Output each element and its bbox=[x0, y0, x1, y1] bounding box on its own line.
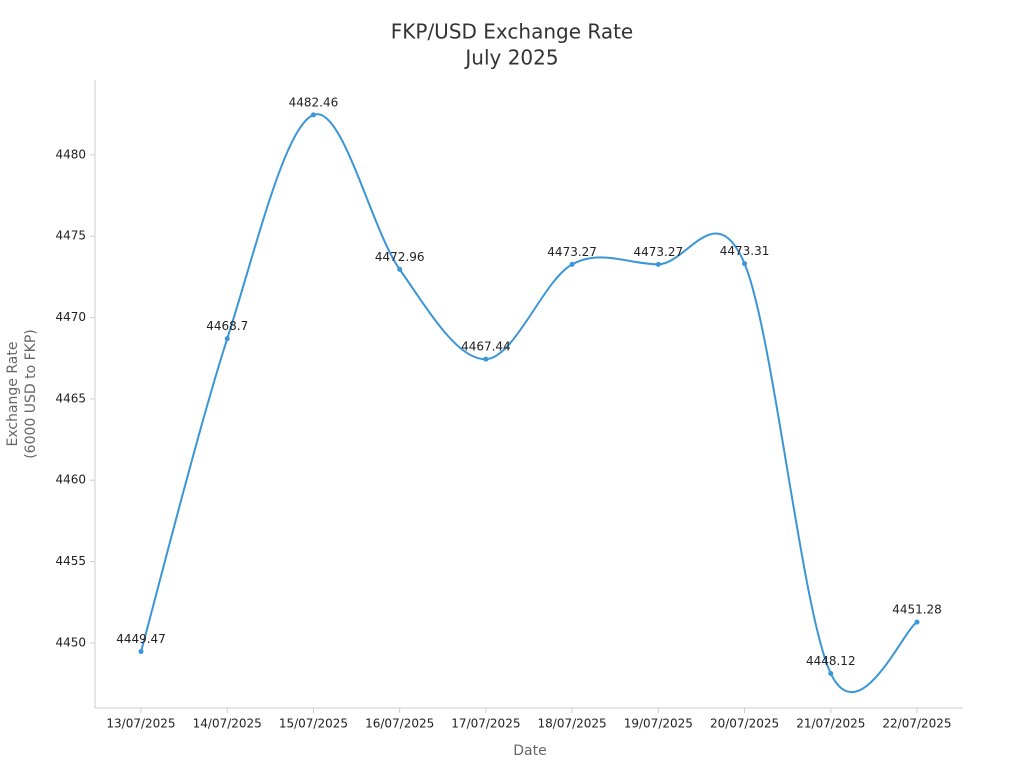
y-tick-label: 4480 bbox=[55, 147, 86, 161]
y-tick-label: 4475 bbox=[55, 229, 86, 243]
x-tick-label: 13/07/2025 bbox=[106, 717, 175, 731]
data-label: 4472.96 bbox=[375, 250, 425, 264]
data-label: 4473.31 bbox=[720, 244, 770, 258]
x-tick-label: 14/07/2025 bbox=[193, 717, 262, 731]
data-label: 4468.7 bbox=[206, 319, 248, 333]
x-tick-label: 15/07/2025 bbox=[279, 717, 348, 731]
x-tick-label: 18/07/2025 bbox=[538, 717, 607, 731]
x-tick-label: 21/07/2025 bbox=[796, 717, 865, 731]
y-tick-label: 4450 bbox=[55, 635, 86, 649]
data-label: 4482.46 bbox=[289, 95, 339, 109]
point bbox=[655, 261, 661, 267]
y-axis-label: Exchange Rate bbox=[5, 342, 21, 447]
x-tick-label: 16/07/2025 bbox=[365, 717, 434, 731]
point bbox=[483, 356, 489, 362]
data-label: 4449.47 bbox=[116, 632, 166, 646]
point bbox=[310, 112, 316, 118]
data-label: 4448.12 bbox=[806, 654, 856, 668]
data-label: 4467.44 bbox=[461, 340, 511, 354]
data-label: 4473.27 bbox=[547, 245, 597, 259]
point bbox=[569, 261, 575, 267]
chart-title: FKP/USD Exchange Rate bbox=[391, 20, 633, 44]
data-label: 4473.27 bbox=[634, 245, 684, 259]
x-tick-label: 22/07/2025 bbox=[882, 717, 951, 731]
data-label: 4451.28 bbox=[892, 603, 942, 617]
y-tick-label: 4470 bbox=[55, 310, 86, 324]
point bbox=[914, 619, 920, 625]
x-tick-label: 20/07/2025 bbox=[710, 717, 779, 731]
point bbox=[742, 261, 748, 267]
y-tick-label: 4460 bbox=[55, 473, 86, 487]
x-axis-label: Date bbox=[513, 743, 546, 759]
y-axis-label: (6000 USD to FKP) bbox=[23, 329, 39, 459]
point bbox=[138, 649, 144, 655]
point bbox=[397, 266, 403, 272]
y-tick-label: 4465 bbox=[55, 391, 86, 405]
x-tick-label: 19/07/2025 bbox=[624, 717, 693, 731]
y-tick-label: 4455 bbox=[55, 554, 86, 568]
point bbox=[828, 671, 834, 677]
point bbox=[224, 336, 230, 342]
x-tick-label: 17/07/2025 bbox=[451, 717, 520, 731]
chart-subtitle: July 2025 bbox=[463, 46, 558, 70]
line bbox=[140, 113, 918, 694]
